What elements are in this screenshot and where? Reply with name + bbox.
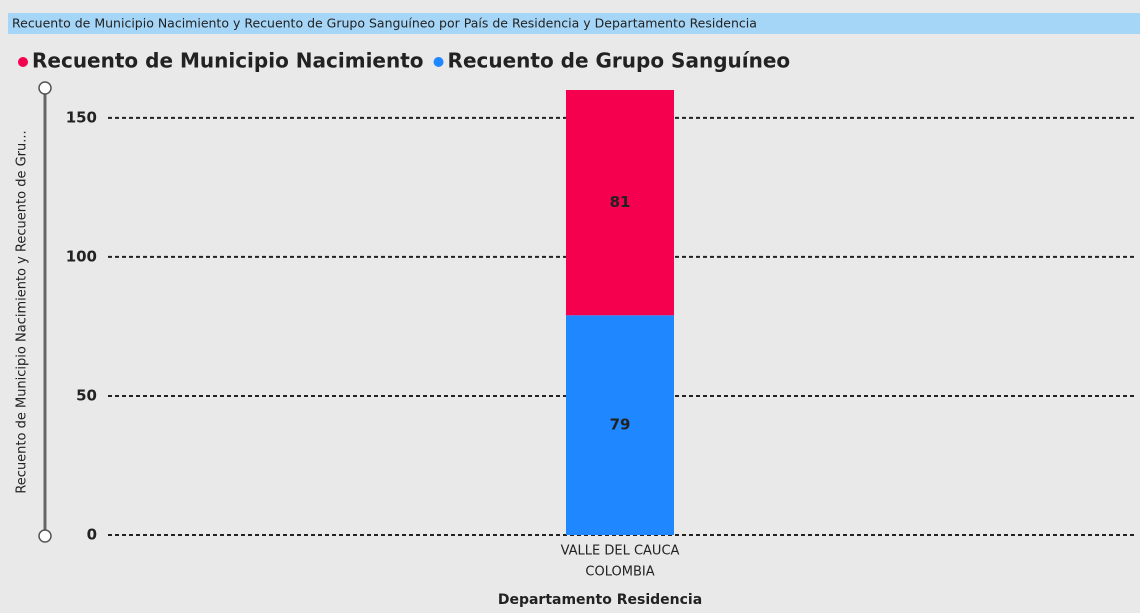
bar-segment [566, 315, 674, 535]
legend: Recuento de Municipio Nacimiento Recuento… [18, 49, 790, 73]
y-tick-label: 50 [76, 386, 97, 404]
x-tick-label: VALLE DEL CAUCA [561, 544, 680, 559]
x-axis-title: Departamento Residencia [498, 592, 702, 608]
bar-segment [566, 90, 674, 316]
data-label: 81 [610, 193, 631, 211]
y-tick-label: 100 [66, 247, 97, 265]
chart-title: Recuento de Municipio Nacimiento y Recue… [12, 16, 757, 31]
y-tick-label: 0 [87, 526, 97, 544]
data-label: 79 [610, 416, 631, 434]
y-tick-label: 150 [66, 108, 97, 126]
slider-handle[interactable] [38, 81, 52, 95]
x-group-label: COLOMBIA [585, 565, 654, 580]
legend-label: Recuento de Grupo Sanguíneo [448, 49, 791, 73]
legend-marker [18, 57, 28, 67]
legend-marker [433, 57, 444, 67]
y-axis-title: Recuento de Municipio Nacimiento y Recue… [15, 130, 30, 493]
slider-handle[interactable] [38, 529, 52, 543]
title-bar [8, 13, 1140, 34]
legend-label: Recuento de Municipio Nacimiento [32, 49, 424, 73]
